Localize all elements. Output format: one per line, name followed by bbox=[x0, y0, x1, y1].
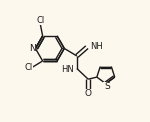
Text: O: O bbox=[85, 89, 92, 98]
Text: S: S bbox=[104, 82, 110, 91]
Text: HN: HN bbox=[61, 65, 74, 74]
Text: Cl: Cl bbox=[36, 16, 44, 25]
Text: NH: NH bbox=[90, 42, 103, 51]
Text: N: N bbox=[29, 44, 36, 53]
Text: Cl: Cl bbox=[24, 63, 32, 72]
